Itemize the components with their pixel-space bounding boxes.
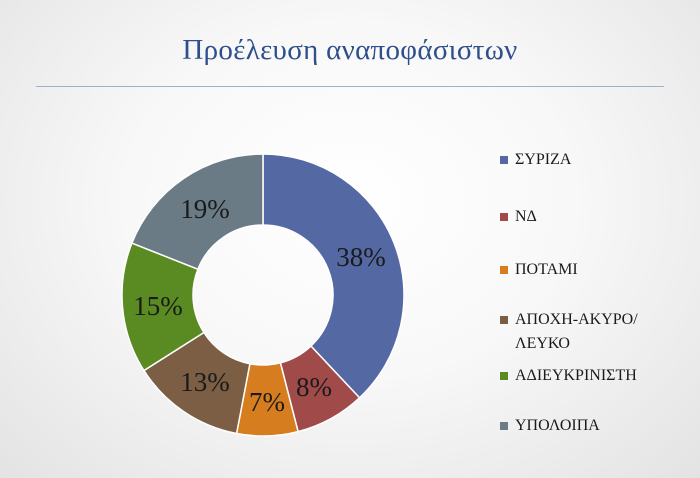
legend-swatch <box>500 213 508 221</box>
legend-item-adieykrinisti: ΑΔΙΕΥΚΡΙΝΙΣΤΗ <box>500 364 637 388</box>
legend-label: ΣΥΡΙΖΑ <box>515 151 572 168</box>
legend-swatch <box>500 372 508 380</box>
legend-label: ΑΠΟΧΗ-ΑΚΥΡΟ/ΛΕΥΚΟ <box>515 311 638 352</box>
data-label-nd: 8% <box>296 372 332 402</box>
legend-swatch <box>500 316 508 324</box>
data-label-ypoloipa: 19% <box>180 194 230 224</box>
slide-title: Προέλευση αναποφάσιστων <box>182 34 518 66</box>
legend-item-apoxi: ΑΠΟΧΗ-ΑΚΥΡΟ/ΛΕΥΚΟ <box>500 308 643 356</box>
legend-item-potami: ΠΟΤΑΜΙ <box>500 258 578 282</box>
data-label-syriza: 38% <box>336 242 386 272</box>
legend-swatch <box>500 422 508 430</box>
chart-data-labels: 38% 8% 7% 13% 15% 19% <box>133 194 386 417</box>
legend-item-nd: ΝΔ <box>500 205 537 229</box>
legend-label: ΑΔΙΕΥΚΡΙΝΙΣΤΗ <box>515 367 637 384</box>
data-label-adieykrinisti: 15% <box>133 291 183 321</box>
legend-item-ypoloipa: ΥΠΟΛΟΙΠΑ <box>500 414 600 438</box>
data-label-apoxi: 13% <box>180 367 230 397</box>
legend-label: ΝΔ <box>515 208 537 225</box>
legend-swatch <box>500 266 508 274</box>
slice-syriza <box>262 153 405 399</box>
chart-slices <box>121 153 405 437</box>
legend-item-syriza: ΣΥΡΙΖΑ <box>500 148 571 172</box>
slice-ypoloipa <box>130 153 264 271</box>
legend-label: ΥΠΟΛΟΙΠΑ <box>515 417 600 434</box>
legend-label: ΠΟΤΑΜΙ <box>515 261 578 278</box>
data-label-potami: 7% <box>249 387 285 417</box>
legend-swatch <box>500 156 508 164</box>
title-divider <box>36 86 664 87</box>
